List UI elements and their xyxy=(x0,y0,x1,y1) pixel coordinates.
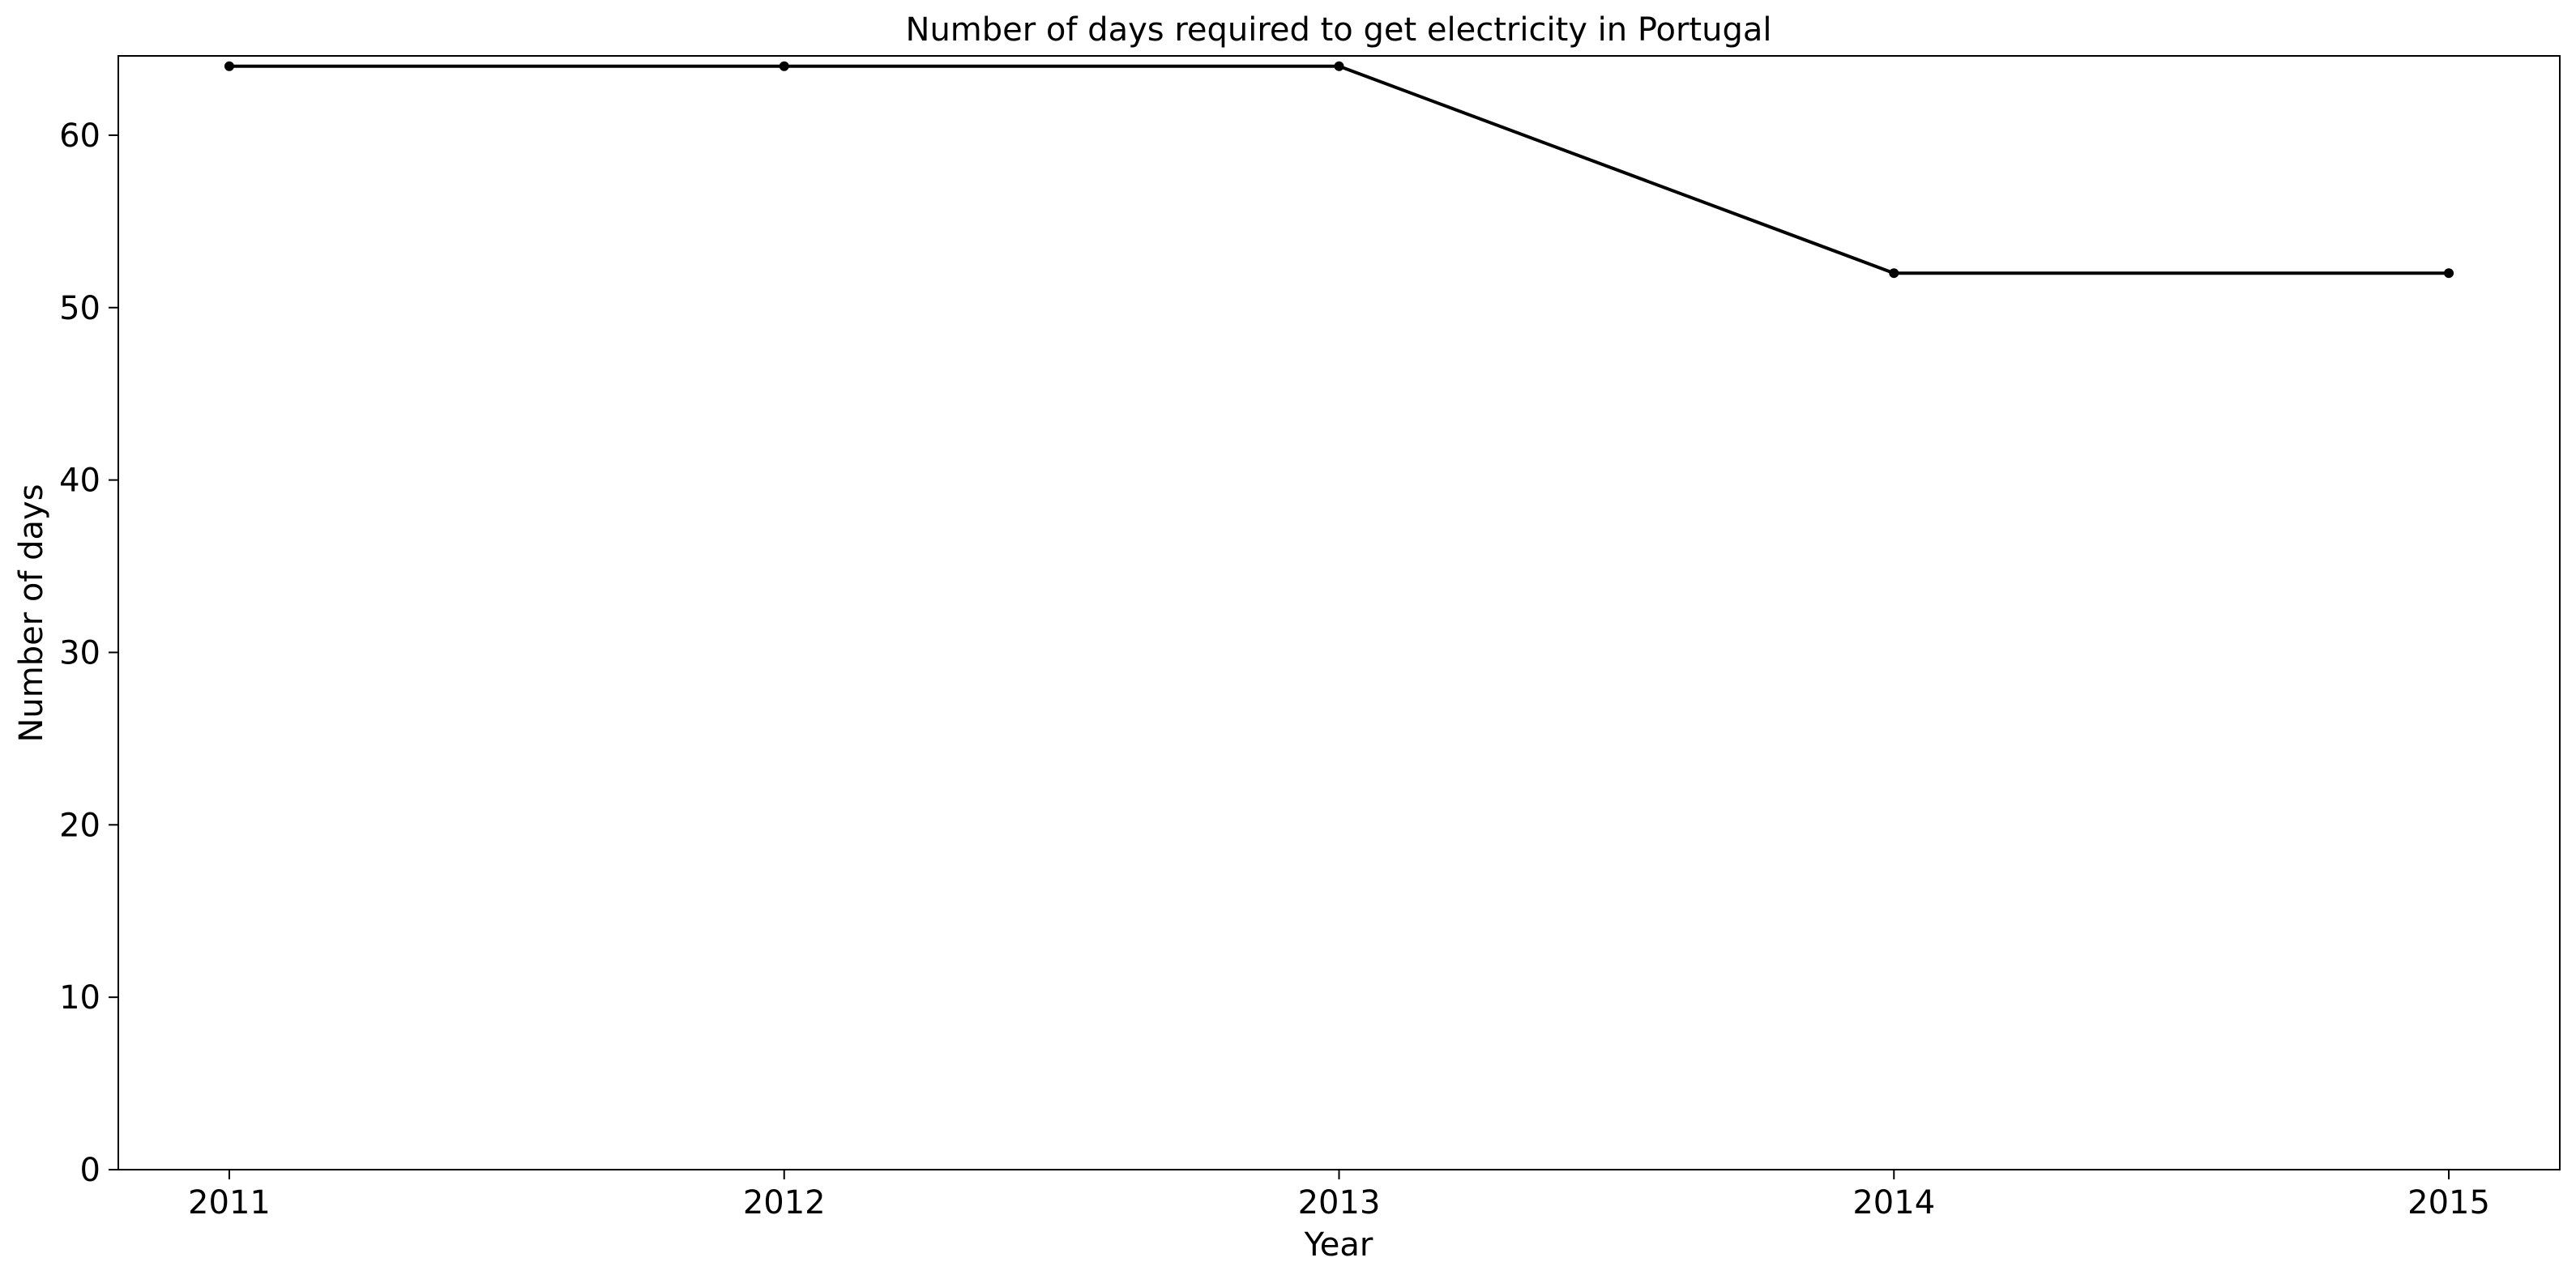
y-tick-label: 20 xyxy=(59,807,100,844)
data-point xyxy=(2444,268,2454,279)
y-tick-label: 10 xyxy=(59,979,100,1017)
x-tick-label: 2013 xyxy=(1298,1184,1381,1221)
y-tick-label: 0 xyxy=(80,1152,100,1189)
y-axis: 0 10 20 30 40 50 60 xyxy=(59,117,118,1189)
chart-title: Number of days required to get electrici… xyxy=(906,11,1772,49)
x-tick-label: 2015 xyxy=(2407,1184,2490,1221)
x-axis-label: Year xyxy=(1304,1226,1373,1264)
data-point xyxy=(224,61,234,71)
y-tick-label: 60 xyxy=(59,117,100,155)
x-tick-label: 2014 xyxy=(1852,1184,1935,1221)
x-axis: 2011 2012 2013 2014 2015 xyxy=(188,1170,2490,1221)
x-tick-label: 2011 xyxy=(188,1184,271,1221)
y-axis-label: Number of days xyxy=(13,484,50,742)
y-tick-label: 40 xyxy=(59,463,100,500)
y-tick-label: 30 xyxy=(59,634,100,671)
x-tick-label: 2012 xyxy=(743,1184,826,1221)
data-point xyxy=(1889,268,1899,279)
plot-area xyxy=(224,61,2454,279)
data-point xyxy=(779,61,789,71)
y-tick-label: 50 xyxy=(59,290,100,327)
data-point xyxy=(1334,61,1344,71)
